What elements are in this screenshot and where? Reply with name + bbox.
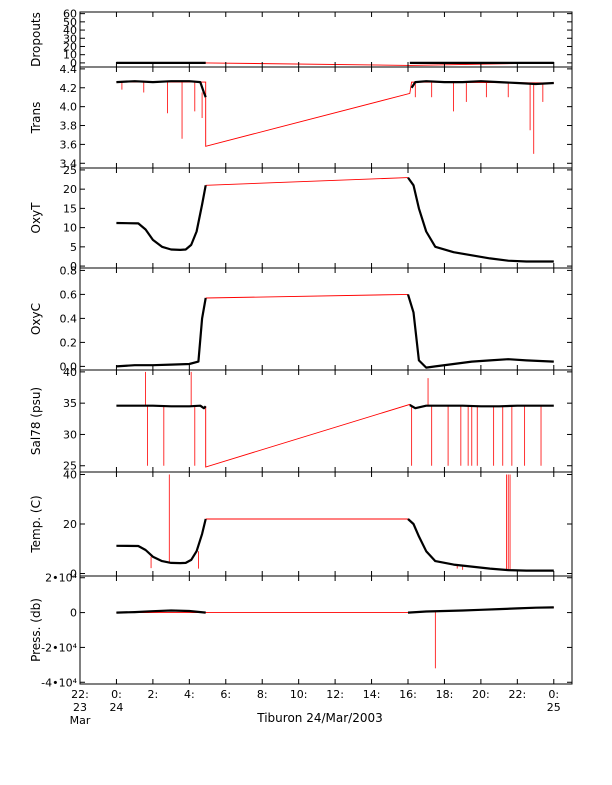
y-axis-title: OxyT <box>29 202 43 234</box>
y-tick-label: 60 <box>63 8 77 21</box>
measured-series-line <box>116 297 207 368</box>
y-tick-label: 25 <box>63 460 77 473</box>
y-tick-label: 0 <box>70 607 77 620</box>
panel-frame <box>79 11 573 68</box>
raw-series-line <box>205 403 414 468</box>
y-tick-label: 40 <box>63 366 77 379</box>
y-tick-label: 15 <box>63 202 77 215</box>
y-tick-label: 40 <box>63 468 77 481</box>
y-tick-label: 3.6 <box>60 138 78 151</box>
x-tick-label: 24 <box>109 701 123 714</box>
measured-series-line <box>407 606 554 614</box>
x-tick-label: 0: <box>111 688 122 701</box>
x-tick-label: 16: <box>399 688 417 701</box>
y-tick-label: 3.4 <box>60 157 78 170</box>
y-tick-label: 0.6 <box>60 288 78 301</box>
y-tick-label: 25 <box>63 164 77 177</box>
y-tick-label: 30 <box>63 428 77 441</box>
x-tick-label: 4: <box>184 688 195 701</box>
panel-2: 3.4 3.6 3.8 4.0 4.2 4.4 Trans <box>29 63 573 170</box>
raw-series-line <box>205 293 409 299</box>
measured-series-line <box>116 518 207 565</box>
y-tick-label: 0 <box>70 260 77 273</box>
panel-frame <box>79 575 573 685</box>
y-tick-label: 0 <box>70 568 77 581</box>
y-tick-label: 20 <box>63 183 77 196</box>
x-axis-title: Tiburon 24/Mar/2003 <box>256 711 382 725</box>
y-tick-label: 0.2 <box>60 336 78 349</box>
measured-series-line <box>410 80 554 89</box>
y-tick-label: 4.2 <box>60 82 78 95</box>
y-tick-label: 5 <box>70 241 77 254</box>
measured-series-line <box>116 185 207 251</box>
x-tick-label: 10: <box>290 688 308 701</box>
x-tick-label: 2: <box>148 688 159 701</box>
panel-6: 0 20 40 Temp. (C) <box>29 468 573 581</box>
x-tick-label: 22: <box>71 688 89 701</box>
x-tick-label: 22: <box>508 688 526 701</box>
measured-series-line <box>407 176 554 263</box>
y-axis-title: Trans <box>29 102 43 135</box>
measured-series-line <box>116 609 206 614</box>
x-tick-label: 12: <box>326 688 344 701</box>
x-tick-label: 8: <box>257 688 268 701</box>
x-tick-label: 20: <box>472 688 490 701</box>
y-tick-label: 3.8 <box>60 120 78 133</box>
y-tick-label: 4.0 <box>60 101 78 114</box>
x-tick-label: 25 <box>547 701 561 714</box>
y-axis-title: Press. (db) <box>29 598 43 662</box>
panel-frame <box>79 369 573 473</box>
y-tick-label: 35 <box>63 397 77 410</box>
panel-5: 25 30 35 40 Sal78 (psu) <box>29 366 573 473</box>
y-axis-title: Temp. (C) <box>29 495 43 553</box>
panel-frame <box>79 267 573 371</box>
y-tick-label: 0.0 <box>60 360 78 373</box>
y-tick-label: -2•10⁴ <box>41 641 77 654</box>
x-tick-label: 6: <box>220 688 231 701</box>
x-tick-label: 23 <box>73 701 87 714</box>
raw-series-line <box>205 177 409 186</box>
y-tick-label: 50 <box>63 16 77 29</box>
y-axis-title: OxyC <box>29 303 43 335</box>
y-tick-label: 2•10⁴ <box>45 572 77 585</box>
y-tick-label: 10 <box>63 49 77 62</box>
x-tick-label: 18: <box>436 688 454 701</box>
measured-series-line <box>409 404 554 410</box>
x-tick-label: 14: <box>363 688 381 701</box>
y-tick-label: 20 <box>63 518 77 531</box>
panel-4: 0.0 0.2 0.4 0.6 0.8 OxyC <box>29 264 573 373</box>
panel-frame <box>79 471 573 577</box>
chart-panels: 0102030405060Dropouts3.43.63.84.04.24.4T… <box>29 8 573 689</box>
y-tick-label: -4•10⁴ <box>41 676 77 689</box>
y-tick-label: 0.8 <box>60 264 78 277</box>
y-tick-label: 4.4 <box>60 63 78 76</box>
y-axis-title: Sal78 (psu) <box>29 387 43 455</box>
measured-series-line <box>116 80 207 98</box>
y-tick-label: 20 <box>63 40 77 53</box>
measured-series-line <box>406 294 554 369</box>
panel-frame <box>79 167 573 269</box>
y-tick-label: 30 <box>63 32 77 45</box>
measured-series-line <box>407 518 554 572</box>
y-tick-label: 0 <box>70 57 77 70</box>
y-tick-label: 10 <box>63 222 77 235</box>
measured-series-line <box>116 404 207 410</box>
x-tick-label: 0: <box>548 688 559 701</box>
x-tick-label: Mar <box>70 714 91 727</box>
y-tick-label: 40 <box>63 24 77 37</box>
panel-3: 0 5 10 15 20 25 OxyT <box>29 164 573 273</box>
y-axis-title: Dropouts <box>29 12 43 67</box>
y-tick-label: 0.4 <box>60 312 78 325</box>
